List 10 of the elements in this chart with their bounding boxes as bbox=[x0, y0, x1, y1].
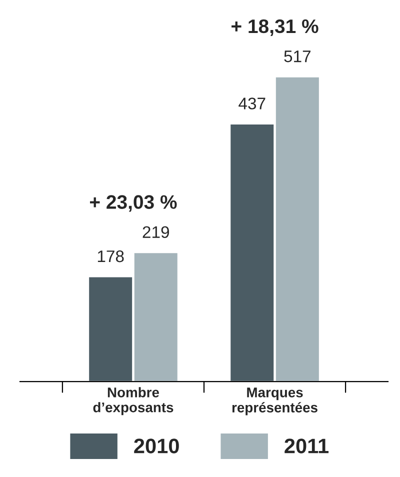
legend-label: 2010 bbox=[134, 438, 179, 454]
data-label: 219 bbox=[142, 226, 169, 238]
text: + 18,31 % bbox=[232, 19, 318, 36]
x-tick-label: Marques représentées bbox=[232, 388, 318, 416]
legend-label: 2011 bbox=[284, 438, 329, 454]
x-tick-label: Nombre d’exposants bbox=[93, 387, 174, 416]
annotation: + 23,03 % bbox=[90, 195, 177, 212]
data-label: 178 bbox=[98, 250, 124, 262]
data-label: 437 bbox=[238, 98, 266, 110]
data-label: 517 bbox=[284, 50, 310, 62]
